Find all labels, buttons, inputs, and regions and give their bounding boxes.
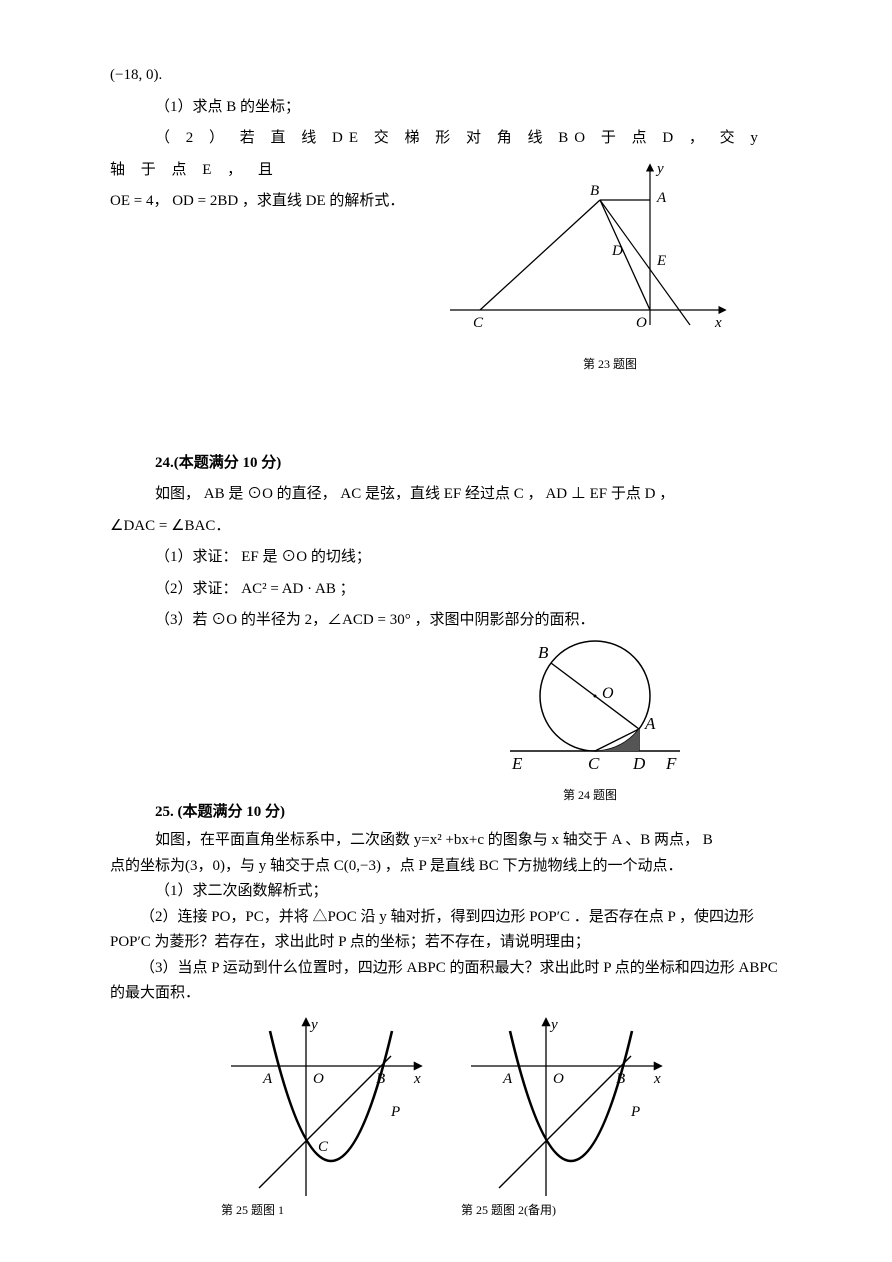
q25-figures: y x A O B P C 第 25 题图 1 y — [110, 1011, 782, 1218]
q25-cap1: 第 25 题图 1 — [221, 1201, 431, 1218]
q24-caption: 第 24 题图 — [490, 786, 690, 803]
label-B: B — [590, 183, 599, 199]
label-x: x — [714, 315, 722, 331]
q25-part3: （3）当点 P 运动到什么位置时，四边形 ABPC 的面积最大？求出此时 P 点… — [110, 956, 782, 1007]
q25-part1: （1）求二次函数解析式； — [110, 879, 782, 905]
q23-part1: （1）求点 B 的坐标； — [110, 92, 782, 124]
q25-svg2: y x A O B P — [461, 1011, 671, 1201]
q25-part2: （2）连接 PO，PC，并将 △POC 沿 y 轴对折，得到四边形 POP′C … — [110, 905, 782, 956]
q25-stem-a: 如图，在平面直角坐标系中，二次函数 y=x² +bx+c 的图象与 x 轴交于 … — [110, 828, 782, 854]
q25-B1: B — [376, 1071, 385, 1087]
label-A: A — [656, 190, 667, 206]
q25-A2: A — [502, 1071, 513, 1087]
q25-x1: x — [413, 1071, 421, 1087]
label-F24: F — [665, 754, 677, 773]
q25-figure2: y x A O B P 第 25 题图 2(备用) — [461, 1011, 671, 1218]
q23-given: (−18, 0). — [110, 60, 782, 92]
label-O24: O — [602, 685, 614, 702]
label-C24: C — [588, 754, 600, 773]
label-y: y — [655, 161, 664, 177]
q23-given-point: (−18, 0). — [110, 67, 162, 83]
q24-figure: B O A E C D F 第 24 题图 — [490, 626, 690, 803]
label-E: E — [656, 253, 666, 269]
q23-svg: D E B A C O x y — [440, 155, 740, 355]
q24-stem-b: ∠DAC = ∠BAC． — [110, 518, 230, 534]
q25-stem-b: 点的坐标为(3，0)，与 y 轴交于点 C(0,−3) ，点 P 是直线 BC … — [110, 854, 782, 880]
q23-caption: 第 23 题图 — [440, 355, 740, 372]
q25-cap2: 第 25 题图 2(备用) — [461, 1201, 671, 1218]
q25-O1: O — [313, 1071, 324, 1087]
q25-O2: O — [553, 1071, 564, 1087]
label-D24: D — [632, 754, 646, 773]
label-E24: E — [511, 754, 523, 773]
label-B24: B — [538, 643, 549, 662]
q25-P1: P — [390, 1104, 400, 1120]
q25-block: 25. (本题满分 10 分) 如图，在平面直角坐标系中，二次函数 y=x² +… — [110, 797, 782, 1007]
exam-page: (−18, 0). （1）求点 B 的坐标； （ 2 ） 若 直 线 DE 交 … — [0, 0, 892, 1262]
q25-P2: P — [630, 1104, 640, 1120]
label-A24: A — [644, 714, 656, 733]
q25-y1: y — [309, 1017, 318, 1033]
q23-figure: D E B A C O x y 第 23 题图 — [440, 155, 740, 372]
q25-B2: B — [616, 1071, 625, 1087]
q25-C1: C — [318, 1139, 329, 1155]
q24-stem-a: 如图， AB 是 ⊙O 的直径， AC 是弦，直线 EF 经过点 C ， AD … — [110, 479, 782, 511]
q24-svg: B O A E C D F — [490, 626, 690, 786]
q24-part2: （2）求证： AC² = AD · AB ； — [155, 581, 355, 597]
label-C: C — [473, 315, 484, 331]
q25-figure1: y x A O B P C 第 25 题图 1 — [221, 1011, 431, 1218]
q24-block: 24.(本题满分 10 分) 如图， AB 是 ⊙O 的直径， AC 是弦，直线… — [110, 448, 782, 637]
q23-part2b: OE = 4， OD = 2BD ，求直线 DE 的解析式． — [110, 193, 404, 209]
q24-part1: （1）求证： EF 是 ⊙O 的切线； — [110, 542, 782, 574]
q25-x2: x — [653, 1071, 661, 1087]
q25-svg1: y x A O B P C — [221, 1011, 431, 1201]
label-D: D — [611, 243, 623, 259]
q25-y2: y — [549, 1017, 558, 1033]
q24-heading: 24.(本题满分 10 分) — [110, 448, 782, 480]
label-O: O — [636, 315, 647, 331]
q25-A1: A — [262, 1071, 273, 1087]
